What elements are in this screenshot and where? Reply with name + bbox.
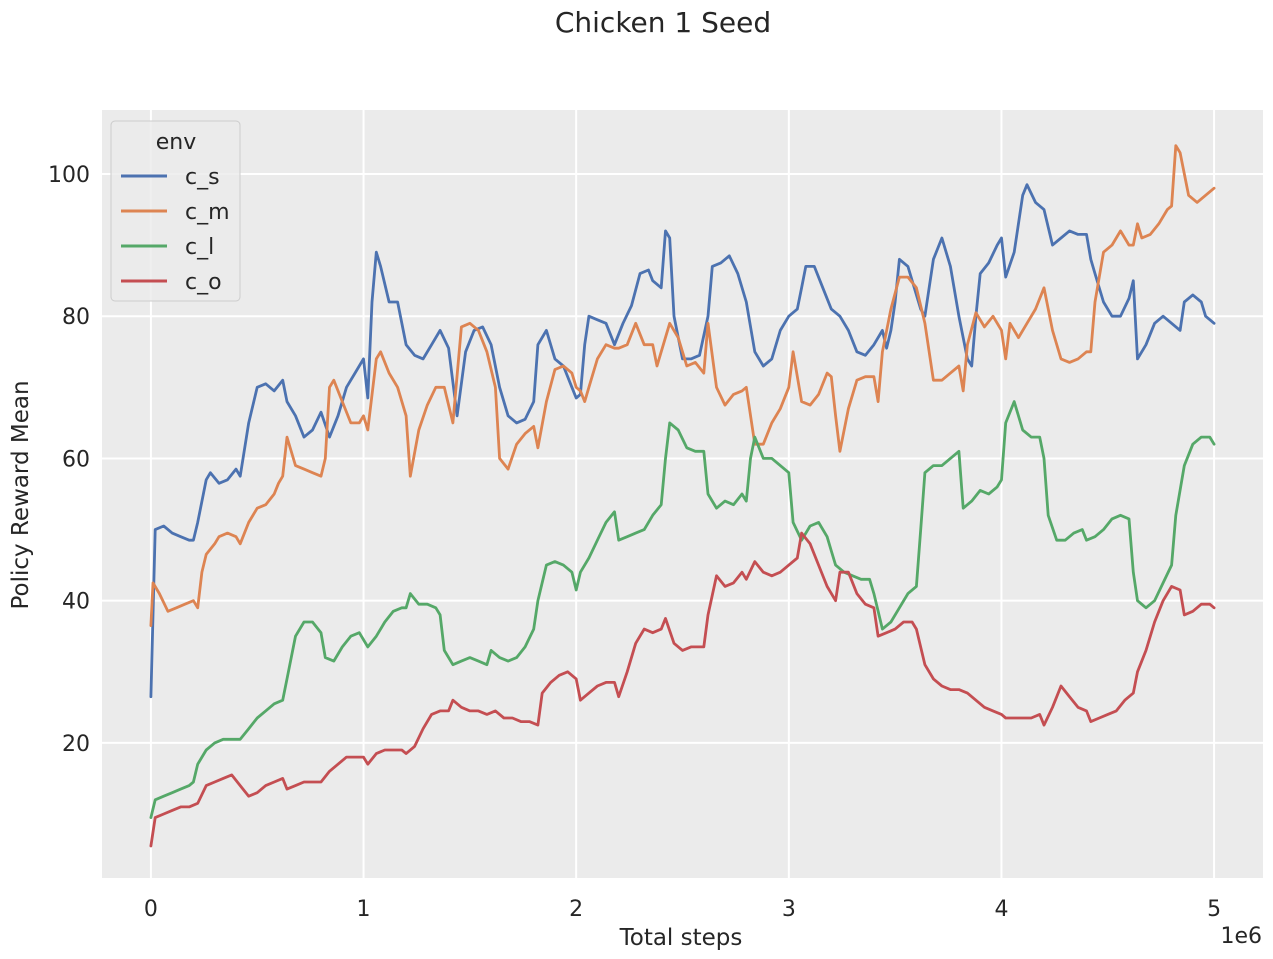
y-tick-label-0: 20: [62, 732, 90, 757]
x-tick-label-3: 3: [782, 897, 796, 922]
x-tick-label-2: 2: [569, 897, 583, 922]
series-lines: [149, 144, 1216, 848]
x-offset-label: 1e6: [1220, 924, 1262, 949]
legend-box: [110, 120, 241, 302]
x-tick-label-0: 0: [144, 897, 158, 922]
x-axis-label: Total steps: [619, 925, 743, 951]
series-line-c_o: [149, 531, 1216, 848]
gridlines: [102, 110, 1263, 878]
y-axis-label: Policy Reward Mean: [8, 380, 34, 609]
y-tick-label-1: 40: [62, 590, 90, 615]
series-line-c_l: [149, 400, 1216, 819]
legend-label-c_l: c_l: [185, 235, 214, 260]
plot-area: [102, 110, 1263, 878]
series-line-c_m: [149, 144, 1216, 627]
x-tick-label-4: 4: [994, 897, 1008, 922]
chart-title: Chicken 1 Seed: [555, 6, 771, 39]
y-tick-label-4: 100: [48, 163, 90, 188]
series-line-c_s: [149, 183, 1216, 699]
legend-label-c_m: c_m: [185, 200, 230, 225]
x-tick-label-5: 5: [1207, 897, 1221, 922]
y-tick-label-3: 80: [62, 305, 90, 330]
legend-entries: c_s c_m c_l c_o: [121, 165, 230, 295]
x-tick-label-1: 1: [357, 897, 371, 922]
legend: env c_s c_m c_l c_o: [110, 120, 241, 302]
legend-label-c_o: c_o: [185, 270, 222, 295]
y-tick-label-2: 60: [62, 447, 90, 472]
tick-labels: 0 1 2 3 4 5 20 40 60 80 100: [48, 163, 1221, 922]
legend-title: env: [156, 130, 197, 155]
legend-label-c_s: c_s: [185, 165, 220, 190]
